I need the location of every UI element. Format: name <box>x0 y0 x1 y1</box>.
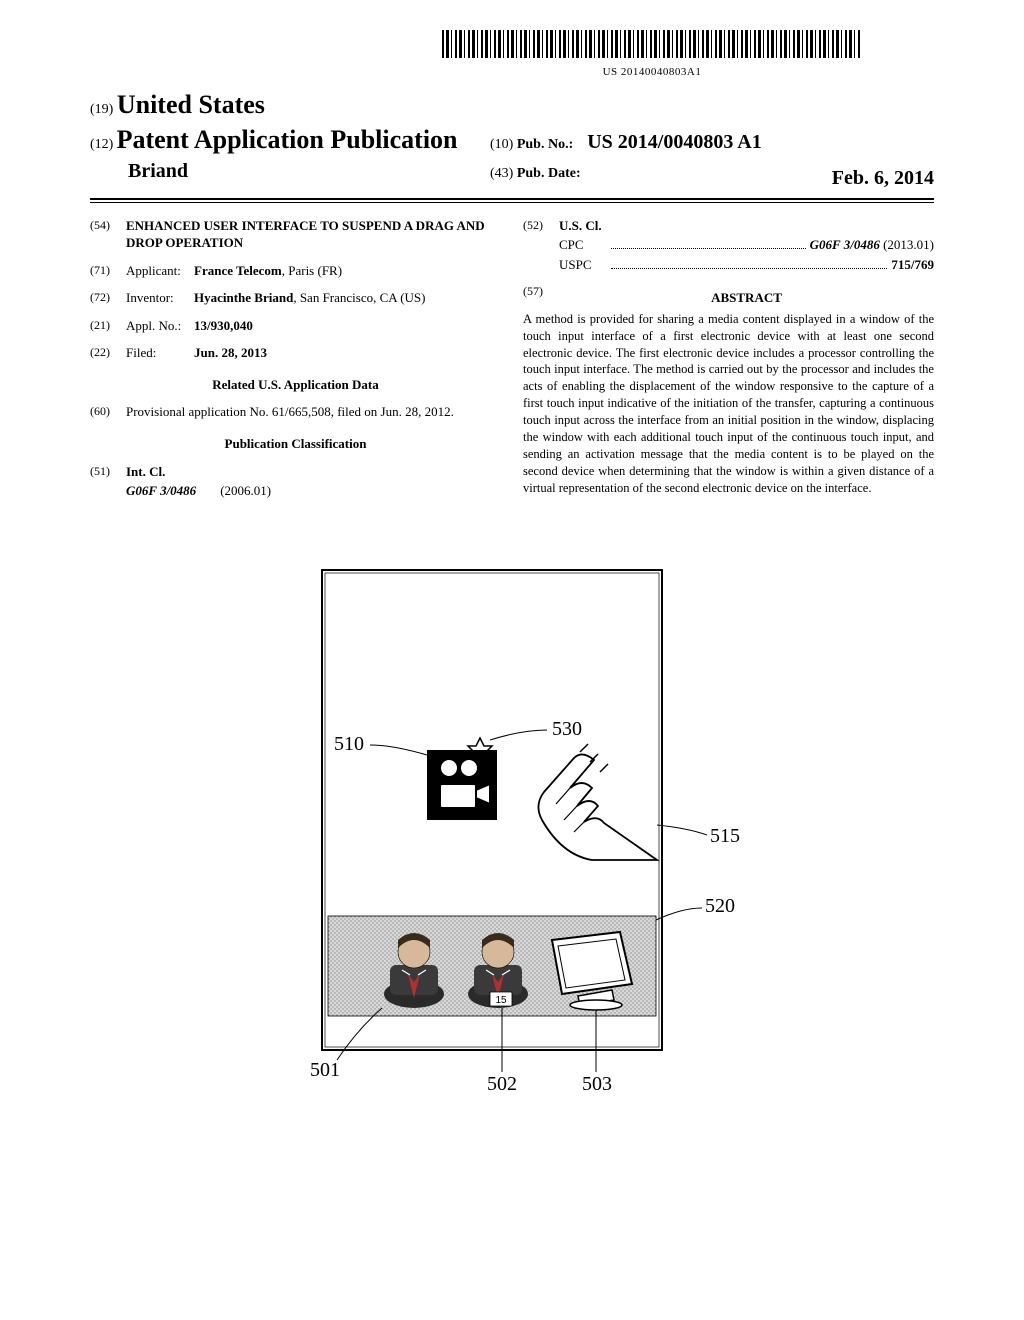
leader-dots <box>611 248 806 249</box>
patent-header: (19) United States (12) Patent Applicati… <box>90 87 934 191</box>
intcl-date: (2006.01) <box>220 482 271 500</box>
figure-area: 510 530 515 <box>90 560 934 1100</box>
ref-503: 503 <box>582 1073 612 1095</box>
provisional-text: Provisional application No. 61/665,508, … <box>126 403 501 421</box>
inventor-loc: , San Francisco, CA (US) <box>293 290 425 305</box>
applicant-value: France Telecom, Paris (FR) <box>194 262 501 280</box>
intcl-class: G06F 3/0486 <box>126 482 196 500</box>
ref-501: 501 <box>310 1059 340 1081</box>
code-52: (52) <box>523 217 559 235</box>
divider-thick <box>90 198 934 200</box>
code-10: (10) <box>490 137 513 152</box>
cpc-class: G06F 3/0486 <box>810 237 880 252</box>
related-data-heading: Related U.S. Application Data <box>90 376 501 394</box>
code-54: (54) <box>90 217 126 252</box>
code-22: (22) <box>90 344 126 362</box>
pubdate-label: Pub. Date: <box>517 165 581 192</box>
code-12: (12) <box>90 137 113 152</box>
video-icon <box>427 750 497 820</box>
publication-type: Patent Application Publication <box>117 125 458 154</box>
application-number: 13/930,040 <box>194 317 501 335</box>
applno-value: 13/930,040 <box>194 318 253 333</box>
code-43: (43) <box>490 165 513 192</box>
uspc-label: USPC <box>559 256 607 274</box>
finger-icon <box>538 744 657 860</box>
abstract-text: A method is provided for sharing a media… <box>523 311 934 497</box>
applicant-name: France Telecom <box>194 263 282 278</box>
author-name: Briand <box>90 158 480 185</box>
ref-510: 510 <box>334 733 364 755</box>
inventor-value: Hyacinthe Briand, San Francisco, CA (US) <box>194 289 501 307</box>
uspc-class: 715/769 <box>891 257 934 272</box>
leader-dots <box>611 268 887 269</box>
code-21: (21) <box>90 317 126 335</box>
uspc-value: 715/769 <box>891 256 934 274</box>
ref-515: 515 <box>710 825 740 847</box>
applicant-label: Applicant: <box>126 262 194 280</box>
code-71: (71) <box>90 262 126 280</box>
code-57: (57) <box>523 283 559 311</box>
barcode-block: US 20140040803A1 <box>370 30 934 79</box>
invention-title: ENHANCED USER INTERFACE TO SUSPEND A DRA… <box>126 217 501 252</box>
filed-date: Jun. 28, 2013 <box>194 344 501 362</box>
biblio-columns: (54) ENHANCED USER INTERFACE TO SUSPEND … <box>90 217 934 510</box>
inventor-name: Hyacinthe Briand <box>194 290 293 305</box>
right-column: (52) U.S. Cl. CPC G06F 3/0486 (2013.01) … <box>523 217 934 510</box>
publication-number: US 2014/0040803 A1 <box>587 131 761 153</box>
cpc-date: (2013.01) <box>880 237 934 252</box>
left-column: (54) ENHANCED USER INTERFACE TO SUSPEND … <box>90 217 501 510</box>
pub-class-heading: Publication Classification <box>90 435 501 453</box>
code-51: (51) <box>90 463 126 481</box>
pubno-label: Pub. No.: <box>517 137 573 152</box>
ref-530: 530 <box>552 718 582 740</box>
divider-thin <box>90 202 934 203</box>
filed-label: Filed: <box>126 344 194 362</box>
cpc-label: CPC <box>559 236 607 254</box>
code-72: (72) <box>90 289 126 307</box>
filed-value: Jun. 28, 2013 <box>194 345 267 360</box>
applicant-loc: , Paris (FR) <box>282 263 342 278</box>
badge-count: 15 <box>495 995 507 1006</box>
uscl-label: U.S. Cl. <box>559 218 602 233</box>
inventor-label: Inventor: <box>126 289 194 307</box>
publication-date: Feb. 6, 2014 <box>832 165 934 192</box>
ref-520: 520 <box>705 895 735 917</box>
abstract-heading: ABSTRACT <box>559 289 934 307</box>
avatar-icon <box>382 930 446 1008</box>
intcl-label: Int. Cl. <box>126 463 501 481</box>
cpc-value: G06F 3/0486 (2013.01) <box>810 236 934 254</box>
barcode-graphic <box>442 30 862 58</box>
applno-label: Appl. No.: <box>126 317 194 335</box>
code-19: (19) <box>90 102 113 117</box>
ref-502: 502 <box>487 1073 517 1095</box>
code-60: (60) <box>90 403 126 421</box>
barcode-text: US 20140040803A1 <box>370 65 934 80</box>
country: United States <box>117 90 265 119</box>
patent-figure: 510 530 515 <box>262 560 762 1100</box>
